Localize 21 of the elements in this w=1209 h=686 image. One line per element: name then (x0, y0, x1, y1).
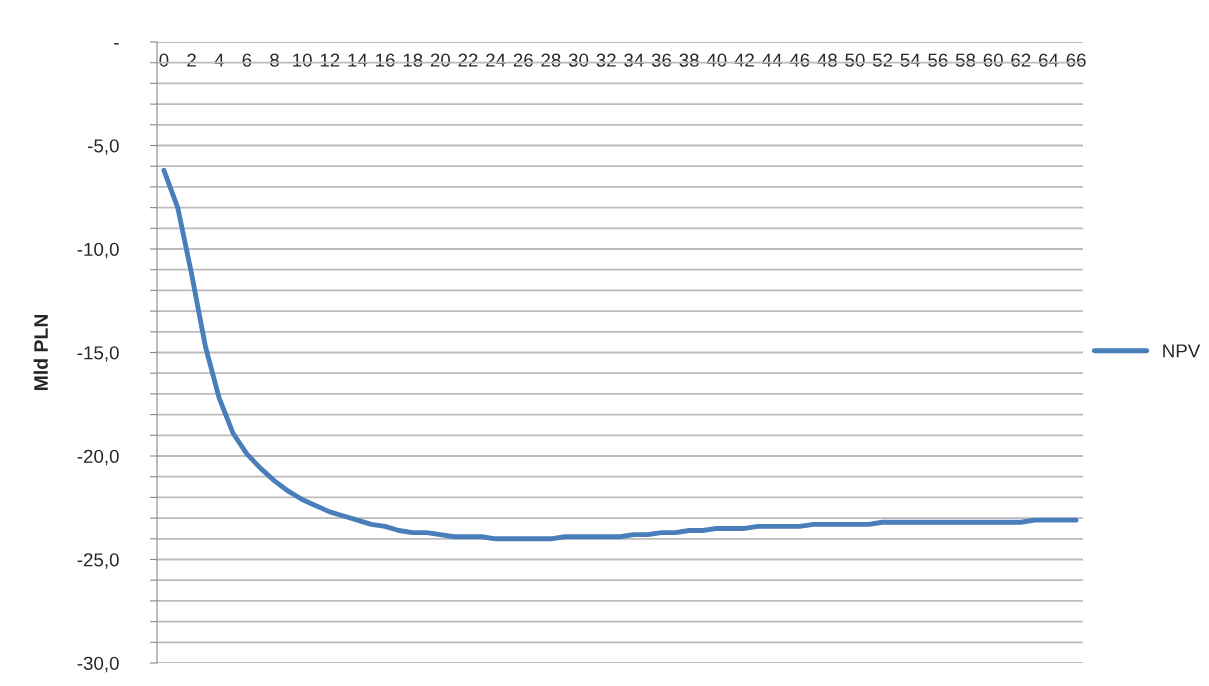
x-tick-label: 12 (320, 53, 340, 67)
x-tick-label: 0 (159, 53, 169, 67)
x-tick-label: 28 (541, 53, 561, 67)
y-tick-label: -20,0 (77, 449, 119, 466)
x-tick-label: 32 (596, 53, 616, 67)
x-tick-label: 6 (242, 53, 252, 67)
x-tick-label: 22 (458, 53, 478, 67)
y-axis-title: Mld PLN (33, 314, 48, 391)
x-tick-label: 36 (651, 53, 672, 67)
legend-label: NPV (1163, 344, 1201, 358)
x-tick-label: 18 (403, 53, 423, 67)
y-tick-label: -15,0 (77, 346, 119, 362)
y-tick-label: -30,0 (77, 656, 119, 673)
y-tick-label: -5,0 (88, 139, 119, 155)
y-tick-label: -25,0 (77, 553, 119, 569)
x-tick-label: 2 (187, 53, 196, 67)
x-tick-label: 52 (872, 53, 893, 67)
x-tick-label: 66 (1066, 53, 1086, 67)
y-tick-label: - (114, 43, 119, 45)
y-tick-label: -10,0 (77, 242, 119, 259)
line-series (161, 167, 1079, 542)
